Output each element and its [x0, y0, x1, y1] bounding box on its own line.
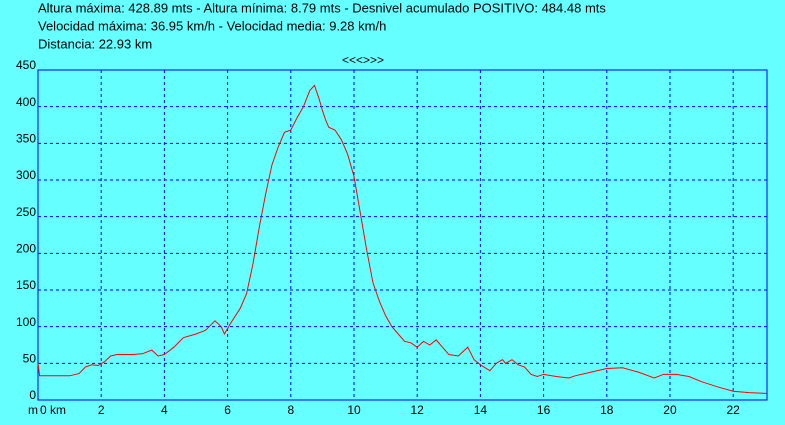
- y-axis-label: m: [28, 403, 38, 417]
- y-tick-label: 250: [16, 205, 36, 219]
- x-tick-label: 0 km: [40, 403, 66, 417]
- x-tick-label: 6: [224, 403, 231, 417]
- x-tick-label: 18: [600, 403, 614, 417]
- y-tick-label: 200: [16, 242, 36, 256]
- plot-frame: [37, 69, 768, 401]
- y-tick-label: 0: [29, 388, 36, 402]
- x-tick-label: 4: [161, 403, 168, 417]
- x-tick-label: 12: [411, 403, 425, 417]
- y-tick-label: 150: [16, 278, 36, 292]
- y-tick-label: 100: [16, 315, 36, 329]
- x-tick-label: 2: [98, 403, 105, 417]
- x-tick-label: 20: [663, 403, 677, 417]
- y-tick-label: 50: [23, 352, 37, 366]
- header-line: Altura máxima: 428.89 mts - Altura mínim…: [38, 0, 606, 15]
- x-tick-label: 10: [347, 403, 361, 417]
- x-tick-label: 8: [287, 403, 294, 417]
- elevation-line: [37, 84, 768, 394]
- y-tick-label: 300: [16, 168, 36, 182]
- header-line: Distancia: 22.93 km: [38, 36, 152, 51]
- x-tick-label: 14: [474, 403, 488, 417]
- header-line: Velocidad máxima: 36.95 km/h - Velocidad…: [38, 18, 386, 33]
- y-tick-label: 450: [16, 58, 36, 72]
- y-tick-label: 350: [16, 132, 36, 146]
- y-tick-label: 400: [16, 95, 36, 109]
- x-tick-label: 22: [727, 403, 741, 417]
- x-tick-label: 16: [537, 403, 551, 417]
- nav-button[interactable]: <<<>>>: [342, 53, 384, 67]
